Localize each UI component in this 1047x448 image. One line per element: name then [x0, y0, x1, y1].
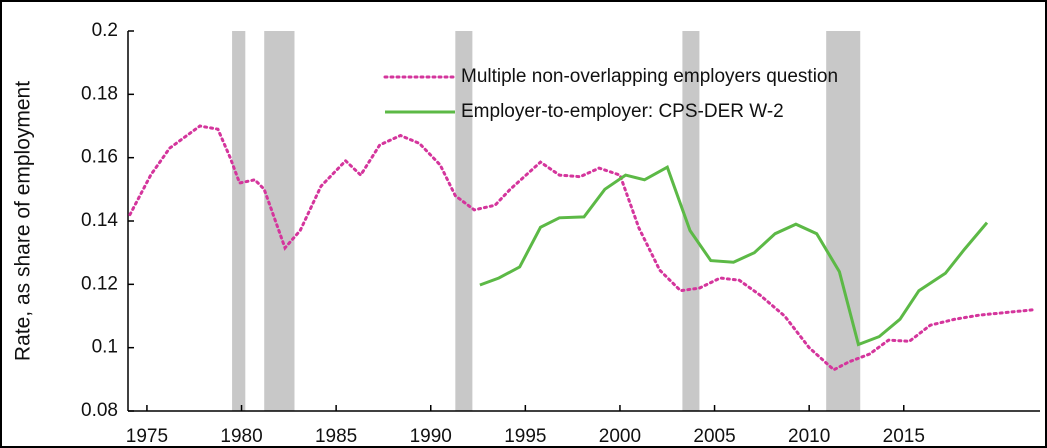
x-tick-label: 1990 [410, 426, 452, 447]
x-tick-label: 2010 [788, 426, 830, 447]
legend-label: Employer-to-employer: CPS-DER W-2 [461, 101, 784, 122]
y-tick-label: 0.14 [81, 210, 118, 231]
series-line [128, 124, 1036, 372]
recession-band [455, 31, 473, 411]
y-tick-label: 0.2 [92, 20, 118, 41]
series-line [479, 165, 989, 347]
recession-band [264, 31, 295, 411]
recession-band [232, 31, 246, 411]
y-tick-label: 0.18 [81, 83, 118, 104]
x-tick-label: 1995 [504, 426, 546, 447]
recession-band [826, 31, 861, 411]
y-axis-label: Rate, as share of employment [12, 81, 35, 361]
x-tick-label: 2000 [599, 426, 641, 447]
x-tick-label: 1985 [315, 426, 357, 447]
y-tick-label: 0.12 [81, 273, 118, 294]
x-tick-label: 2005 [693, 426, 735, 447]
x-tick-label: 1980 [220, 426, 262, 447]
recession-band [682, 31, 700, 411]
y-tick-label: 0.1 [92, 337, 118, 358]
x-tick-label: 1975 [126, 426, 168, 447]
y-tick-label: 0.08 [81, 400, 118, 421]
legend-label: Multiple non-overlapping employers quest… [461, 66, 838, 87]
y-tick-label: 0.16 [81, 147, 118, 168]
x-tick-label: 2015 [883, 426, 925, 447]
